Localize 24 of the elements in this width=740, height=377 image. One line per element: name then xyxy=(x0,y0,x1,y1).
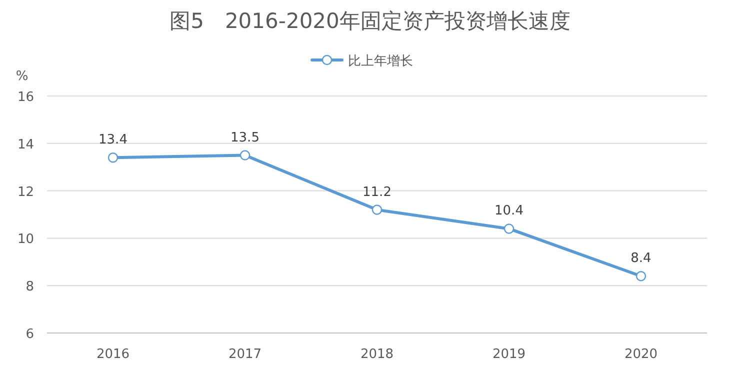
x-tick-label: 2019 xyxy=(492,347,526,362)
y-tick-label: 8 xyxy=(26,280,34,295)
point xyxy=(240,150,250,160)
x-tick-label: 2016 xyxy=(96,347,130,362)
data-label: 11.2 xyxy=(362,184,392,200)
data-label: 10.4 xyxy=(494,204,524,219)
y-tick-label: 12 xyxy=(17,184,34,200)
y-tick-label: 16 xyxy=(17,90,34,105)
legend-label: 比上年增长 xyxy=(348,54,413,69)
y-tick-label: 14 xyxy=(17,137,34,152)
y-tick-label: 10 xyxy=(17,232,34,248)
point xyxy=(636,271,646,282)
data-label: 13.5 xyxy=(230,130,260,146)
x-tick-label: 2017 xyxy=(228,347,262,362)
data-label: 13.4 xyxy=(98,132,128,148)
y-tick-label: 6 xyxy=(26,327,34,342)
data-label: 8.4 xyxy=(630,251,652,266)
point xyxy=(372,204,382,215)
point xyxy=(504,224,514,234)
point xyxy=(108,152,118,163)
x-tick-label: 2020 xyxy=(624,347,658,362)
y-axis-title: % xyxy=(16,69,28,84)
chart-title: 图5 2016-2020年固定资产投资增长速度 xyxy=(170,9,570,33)
x-tick-label: 2018 xyxy=(360,347,394,362)
